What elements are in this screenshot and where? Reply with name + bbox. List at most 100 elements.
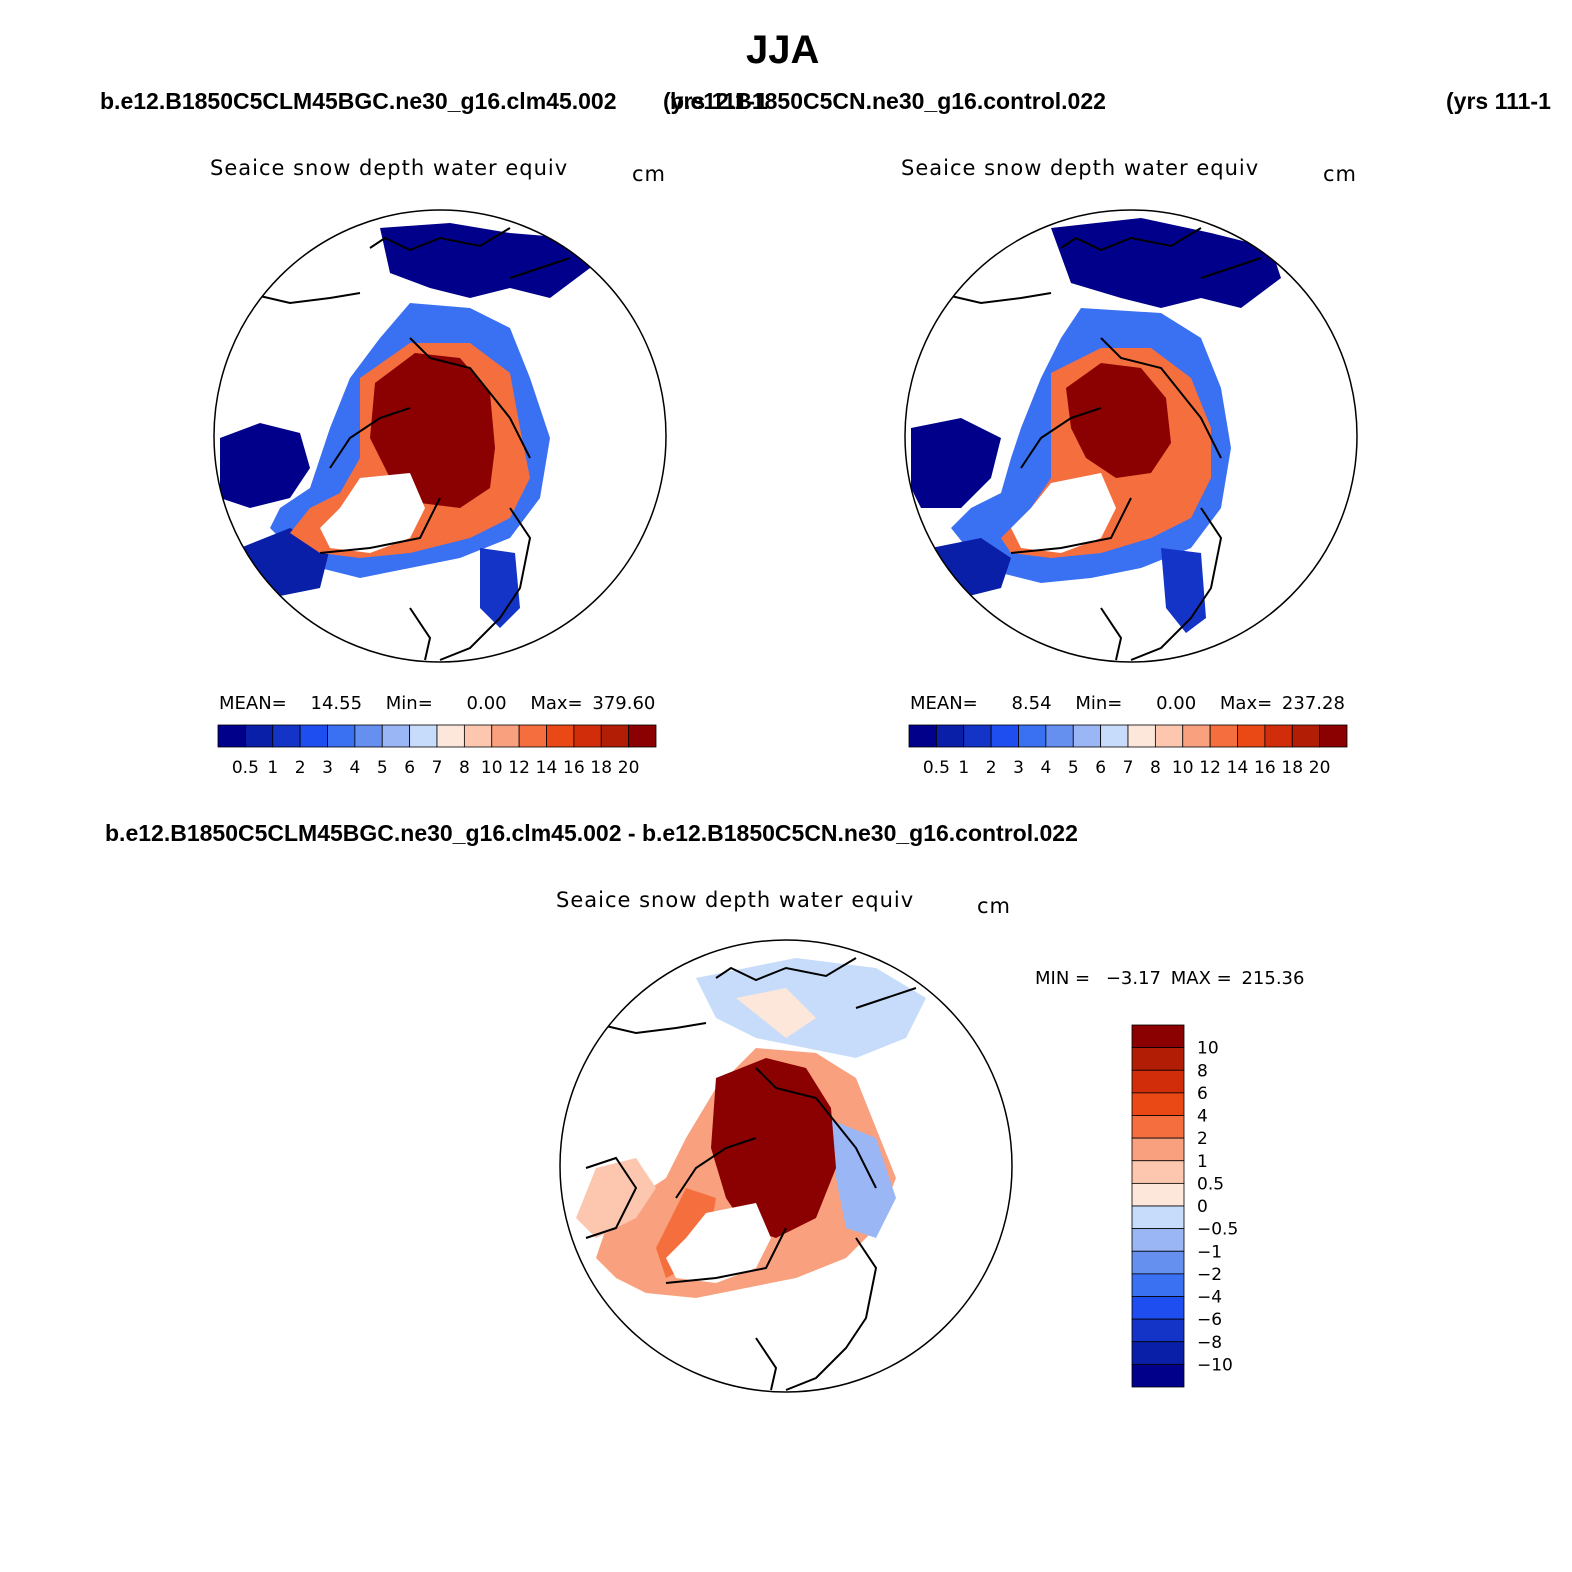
panel2-colorbar-tick-label: 0.5 bbox=[923, 758, 950, 778]
panel3-colorbar-tick-label: 8 bbox=[1197, 1061, 1208, 1081]
panel2-colorbar-tick-label: 10 bbox=[1172, 758, 1194, 778]
panel2-colorbar: 0.5 1 2 3 4 5 6 7 8 10 12 14 16 18 20 bbox=[908, 724, 1348, 778]
panel1-colorbar-swatch bbox=[272, 724, 301, 748]
panel2-min-value: 0.00 bbox=[1156, 693, 1197, 714]
panel3-colorbar: 108 6 42 10.5 0 −0.5−1 −2 −4−6 −8−10 bbox=[1131, 1024, 1238, 1388]
panel3-min-value: −3.17 bbox=[1105, 968, 1162, 989]
panel1-colorbar-tick-label: 1 bbox=[267, 758, 278, 778]
panel2-colorbar-swatch bbox=[1264, 724, 1293, 748]
panel2-colorbar-swatch bbox=[990, 724, 1019, 748]
panel3-colorbar-tick-label: −2 bbox=[1197, 1265, 1222, 1285]
panel3-colorbar-tick-label: −6 bbox=[1197, 1310, 1222, 1330]
panel3-colorbar-tick-label: −0.5 bbox=[1197, 1220, 1238, 1240]
panel3-polar-map bbox=[559, 939, 1013, 1393]
panel1-max-value: 379.60 bbox=[592, 693, 656, 714]
panel2-mean-value: 8.54 bbox=[1011, 693, 1052, 714]
panel1-colorbar-swatch bbox=[518, 724, 547, 748]
panel2-colorbar-swatch bbox=[1045, 724, 1074, 748]
right-years-header: (yrs 111-1 bbox=[1446, 88, 1551, 114]
panel1-colorbar-swatch bbox=[217, 724, 246, 748]
diff-case-header: b.e12.B1850C5CLM45BGC.ne30_g16.clm45.002… bbox=[105, 820, 1078, 846]
panel1-units: cm bbox=[632, 162, 667, 186]
panel2-colorbar-tick-label: 7 bbox=[1123, 758, 1134, 778]
panel3-colorbar-swatch bbox=[1131, 1024, 1185, 1049]
panel2-colorbar-swatch bbox=[1100, 724, 1129, 748]
panel3-colorbar-swatch bbox=[1131, 1137, 1185, 1162]
left-case-header: b.e12.B1850C5CLM45BGC.ne30_g16.clm45.002 bbox=[100, 88, 617, 114]
panel2-colorbar-swatch bbox=[1127, 724, 1156, 748]
panel3-colorbar-swatch bbox=[1131, 1228, 1185, 1252]
panel1-colorbar-swatch bbox=[491, 724, 520, 748]
panel2-colorbar-swatch bbox=[1154, 724, 1184, 748]
panel1-colorbar-tick-label: 7 bbox=[432, 758, 443, 778]
panel2-colorbar-swatch bbox=[1182, 724, 1211, 748]
panel3-colorbar-swatch bbox=[1131, 1092, 1185, 1116]
panel3-colorbar-swatch bbox=[1131, 1250, 1185, 1275]
panel2-colorbar-swatch bbox=[935, 724, 965, 748]
panel3-colorbar-tick-label: 10 bbox=[1197, 1039, 1219, 1059]
panel1-colorbar-tick-label: 16 bbox=[563, 758, 585, 778]
panel1-mean-label: MEAN= bbox=[219, 693, 287, 714]
panel3-diff-field bbox=[576, 957, 926, 1391]
panel3-colorbar-tick-label: 6 bbox=[1197, 1084, 1208, 1104]
panel1-colorbar-tick-label: 6 bbox=[404, 758, 415, 778]
panel1-colorbar-tick-label: 12 bbox=[508, 758, 530, 778]
panel2-colorbar-swatch bbox=[1237, 724, 1266, 748]
panel3-colorbar-tick-label: 0 bbox=[1197, 1197, 1208, 1217]
panel3-max-value: 215.36 bbox=[1241, 968, 1305, 989]
panel1-colorbar-tick-label: 2 bbox=[295, 758, 306, 778]
panel3-colorbar-swatch bbox=[1131, 1273, 1185, 1297]
panel2-variable-title: Seaice snow depth water equiv bbox=[901, 156, 1260, 180]
panel2-colorbar-tick-label: 6 bbox=[1095, 758, 1106, 778]
panel1-colorbar-swatch bbox=[381, 724, 411, 748]
panel2-colorbar-tick-label: 1 bbox=[958, 758, 969, 778]
panel1-colorbar-tick-label: 18 bbox=[590, 758, 612, 778]
panel2-colorbar-swatch bbox=[1209, 724, 1238, 748]
panel2-units: cm bbox=[1323, 162, 1358, 186]
panel2-colorbar-tick-label: 2 bbox=[986, 758, 997, 778]
panel3-variable-title: Seaice snow depth water equiv bbox=[556, 888, 915, 912]
panel3-colorbar-swatch bbox=[1131, 1047, 1185, 1071]
panel3-colorbar-tick-label: −1 bbox=[1197, 1242, 1222, 1262]
panel2-colorbar-swatch bbox=[1319, 724, 1348, 748]
panel2-polar-map bbox=[904, 209, 1358, 663]
panel3-colorbar-swatch bbox=[1131, 1205, 1185, 1230]
panel1-colorbar-tick-label: 3 bbox=[322, 758, 333, 778]
panel2-colorbar-tick-label: 4 bbox=[1040, 758, 1051, 778]
panel2-colorbar-swatch bbox=[1291, 724, 1321, 748]
panel1-variable-title: Seaice snow depth water equiv bbox=[210, 156, 569, 180]
panel1-colorbar-tick-label: 20 bbox=[618, 758, 640, 778]
panel1-colorbar: 0.5 1 2 3 4 5 6 7 8 10 12 14 16 18 20 bbox=[217, 724, 657, 778]
panel3-colorbar-swatch bbox=[1131, 1341, 1185, 1365]
panel1-colorbar-swatch bbox=[327, 724, 356, 748]
panel1-colorbar-swatch bbox=[436, 724, 465, 748]
panel1-stats: MEAN= 14.55 Min= 0.00 Max= 379.60 bbox=[219, 693, 655, 714]
panel2-snow-field bbox=[911, 218, 1281, 661]
panel2-colorbar-swatch bbox=[963, 724, 992, 748]
panel2-min-label: Min= bbox=[1075, 693, 1123, 714]
panel2-max-label: Max= bbox=[1219, 693, 1273, 714]
panel3-colorbar-tick-label: 1 bbox=[1197, 1152, 1208, 1172]
panel3-colorbar-tick-label: 4 bbox=[1197, 1107, 1208, 1127]
panel3-colorbar-tick-label: 2 bbox=[1197, 1129, 1208, 1149]
panel1-colorbar-swatch bbox=[354, 724, 383, 748]
panel1-colorbar-swatch bbox=[628, 724, 657, 748]
panel1-colorbar-swatch bbox=[463, 724, 493, 748]
panel1-colorbar-tick-label: 14 bbox=[536, 758, 558, 778]
panel1-colorbar-swatch bbox=[546, 724, 575, 748]
panel2-colorbar-tick-label: 18 bbox=[1281, 758, 1303, 778]
panel3-colorbar-swatch bbox=[1131, 1296, 1185, 1320]
panel3-stats: MIN = −3.17 MAX = 215.36 bbox=[1035, 968, 1304, 989]
panel1-colorbar-swatch bbox=[244, 724, 274, 748]
panel1-colorbar-swatch bbox=[573, 724, 602, 748]
panel3-colorbar-swatch bbox=[1131, 1069, 1185, 1094]
panel3-colorbar-swatch bbox=[1131, 1318, 1185, 1343]
panel3-min-label: MIN = bbox=[1035, 968, 1091, 989]
panel1-mean-value: 14.55 bbox=[310, 693, 363, 714]
panel2-colorbar-tick-label: 3 bbox=[1013, 758, 1024, 778]
panel2-colorbar-tick-label: 20 bbox=[1309, 758, 1331, 778]
panel1-colorbar-tick-label: 8 bbox=[459, 758, 470, 778]
panel1-max-label: Max= bbox=[530, 693, 583, 714]
panel3-colorbar-tick-label: −8 bbox=[1197, 1333, 1222, 1353]
panel1-colorbar-tick-label: 4 bbox=[349, 758, 360, 778]
